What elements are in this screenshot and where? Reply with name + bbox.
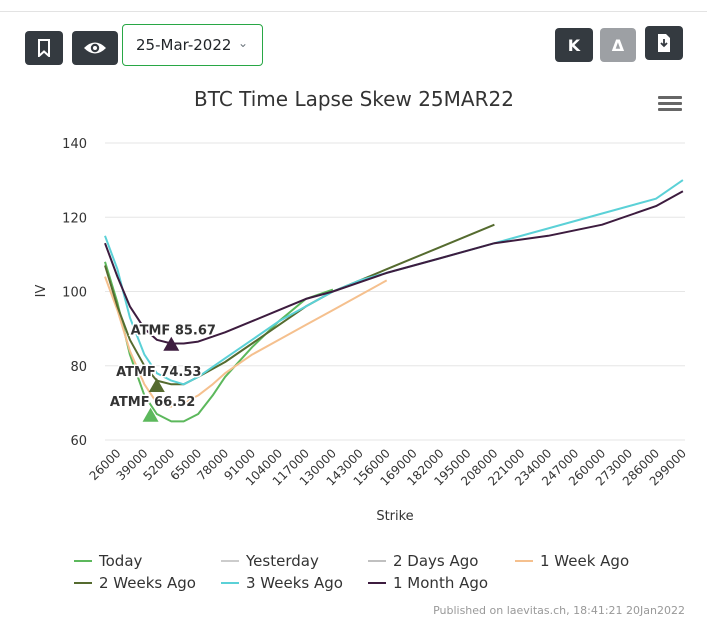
series-line-today (104, 261, 334, 423)
bookmark-button[interactable] (25, 31, 63, 65)
atmf-label: ATMF 85.67 (131, 324, 216, 339)
eye-toggle-button[interactable] (72, 31, 118, 65)
atmf-marker[interactable] (142, 407, 159, 422)
atmf-label: ATMF 74.53 (116, 365, 201, 380)
published-note: Published on laevitas.ch, 18:41:21 20Jan… (433, 604, 685, 617)
k-button-label: K (567, 35, 581, 55)
date-select-value: 25-Mar-2022 (136, 36, 232, 54)
series-lines (104, 179, 684, 423)
y-tick-label: 120 (62, 211, 87, 226)
y-axis-label: IV (34, 285, 49, 298)
top-border (0, 11, 707, 12)
legend-item-2-days-ago[interactable]: 2 Days Ago (368, 552, 478, 570)
atmf-marker[interactable] (148, 378, 165, 393)
download-icon (658, 34, 670, 52)
download-button[interactable] (645, 26, 683, 60)
atmf-label: ATMF 66.52 (110, 395, 195, 410)
legend-item-1-month-ago[interactable]: 1 Month Ago (368, 574, 488, 592)
series-line-3-weeks-ago (104, 179, 684, 386)
legend-label: 2 Weeks Ago (99, 574, 196, 592)
legend-item-yesterday[interactable]: Yesterday (221, 552, 319, 570)
series-line-1-month-ago (104, 190, 684, 345)
legend-label: Yesterday (245, 552, 319, 570)
legend-item-1-week-ago[interactable]: 1 Week Ago (515, 552, 629, 570)
chart-title: BTC Time Lapse Skew 25MAR22 (194, 87, 514, 111)
series-line-1-week-ago (104, 276, 388, 408)
atmf-marker[interactable] (163, 336, 180, 351)
y-axis-ticks: 60 80 100 120 140 (62, 137, 87, 449)
legend-label: 1 Week Ago (540, 552, 629, 570)
legend-label: 1 Month Ago (393, 574, 488, 592)
k-button[interactable]: K (555, 28, 593, 62)
atmf-annotations: ATMF 85.67 ATMF 74.53 ATMF 66.52 (108, 322, 217, 422)
series-line-2-weeks-ago (104, 223, 495, 386)
date-select[interactable]: 25-Mar-2022 ⌄ (122, 24, 263, 66)
legend-item-today[interactable]: Today (74, 552, 143, 570)
x-axis-ticks: 2600039000520006500078000910001040001170… (87, 446, 689, 488)
hamburger-menu-icon[interactable] (658, 96, 682, 114)
legend: Today Yesterday 2 Days Ago 1 Week Ago 2 Week… (74, 552, 629, 592)
legend-item-3-weeks-ago[interactable]: 3 Weeks Ago (221, 574, 343, 592)
x-axis-label: Strike (376, 509, 413, 524)
chevron-down-icon: ⌄ (237, 36, 248, 50)
y-tick-label: 140 (62, 137, 87, 152)
y-tick-label: 60 (70, 434, 87, 449)
delta-button[interactable]: Δ (600, 28, 636, 62)
legend-label: 3 Weeks Ago (246, 574, 343, 592)
eye-icon (84, 42, 106, 54)
bookmark-icon (38, 39, 50, 57)
y-tick-label: 80 (70, 360, 87, 375)
y-tick-label: 100 (62, 286, 87, 301)
legend-label: 2 Days Ago (393, 552, 478, 570)
legend-item-2-weeks-ago[interactable]: 2 Weeks Ago (74, 574, 196, 592)
legend-label: Today (98, 552, 143, 570)
delta-button-label: Δ (611, 35, 625, 55)
